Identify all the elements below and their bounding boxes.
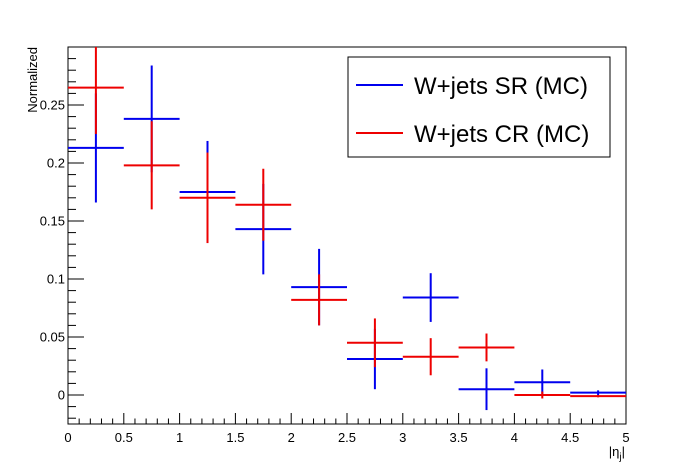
legend-entry-label: W+jets CR (MC) xyxy=(414,121,589,148)
x-axis-title: |ηj| xyxy=(609,444,625,463)
x-tick-label: 4.5 xyxy=(561,430,579,445)
data-points xyxy=(68,47,626,411)
x-tick-label: 2 xyxy=(288,430,295,445)
data-point xyxy=(458,333,515,362)
legend: W+jets SR (MC) W+jets CR (MC) xyxy=(347,56,611,158)
data-point xyxy=(179,152,236,244)
y-tick-label: 0.05 xyxy=(40,330,65,345)
series-2 xyxy=(68,47,626,399)
x-tick-label: 3 xyxy=(399,430,406,445)
data-point xyxy=(458,368,515,411)
data-point xyxy=(347,318,403,368)
y-tick-label: 0.15 xyxy=(40,214,65,229)
y-tick-label: 0 xyxy=(58,388,65,403)
legend-entry-label: W+jets SR (MC) xyxy=(414,73,588,100)
y-tick-label: 0.2 xyxy=(47,156,65,171)
y-axis-title: Normalized xyxy=(25,47,40,113)
data-point xyxy=(235,168,292,241)
x-tick-label: 5 xyxy=(622,430,629,445)
data-point xyxy=(291,274,347,326)
data-point xyxy=(570,395,626,398)
data-point xyxy=(514,369,571,395)
x-tick-label: 0 xyxy=(64,430,71,445)
y-tick-label: 0.1 xyxy=(47,272,65,287)
y-tick-label: 0.25 xyxy=(40,98,65,113)
x-tick-label: 1 xyxy=(176,430,183,445)
x-tick-label: 4 xyxy=(511,430,518,445)
x-axis-title-main: |η xyxy=(609,444,620,459)
data-point xyxy=(402,338,459,376)
x-axis-title-close: | xyxy=(622,444,625,459)
x-axis-title-subscript: j xyxy=(618,452,621,463)
data-point xyxy=(123,121,180,210)
x-tick-label: 2.5 xyxy=(338,430,356,445)
x-tick-label: 0.5 xyxy=(115,430,133,445)
axis-ticks: 0 0.5 1 1.5 2 2.5 3 3.5 4 4.5 5 0 0.05 0.1 0.15 0.2 0.25 xyxy=(40,58,630,445)
legend-box xyxy=(347,56,611,158)
data-point xyxy=(570,390,626,395)
x-tick-label: 1.5 xyxy=(226,430,244,445)
data-point xyxy=(68,47,124,134)
data-point xyxy=(514,391,571,399)
data-point xyxy=(402,273,459,322)
x-tick-label: 3.5 xyxy=(450,430,468,445)
